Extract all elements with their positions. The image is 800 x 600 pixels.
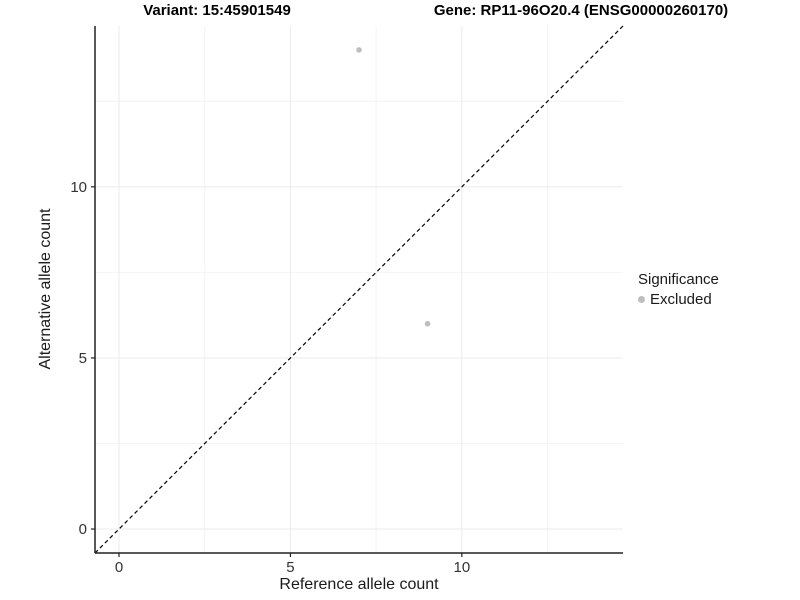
legend-item-label: Excluded: [650, 291, 712, 308]
identity-dashed-line: [94, 25, 624, 554]
data-point: [356, 47, 362, 53]
y-tick-label: 10: [70, 179, 87, 196]
y-axis-title: Alternative allele count: [37, 208, 54, 370]
y-tick-label: 5: [79, 350, 87, 367]
legend: Significance Excluded: [638, 271, 719, 308]
variant-title: Variant: 15:45901549: [143, 2, 291, 19]
gene-title: Gene: RP11-96O20.4 (ENSG00000260170): [433, 2, 729, 19]
legend-title: Significance: [638, 271, 719, 288]
x-tick-label: 10: [454, 559, 471, 576]
x-tick-label: 0: [115, 559, 123, 576]
y-tick-label: 0: [79, 521, 87, 538]
data-point: [424, 320, 431, 327]
legend-item-excluded: Excluded: [638, 291, 719, 308]
legend-point-icon: [638, 296, 645, 303]
x-tick-label: 5: [286, 559, 294, 576]
x-axis-title: Reference allele count: [279, 576, 439, 593]
